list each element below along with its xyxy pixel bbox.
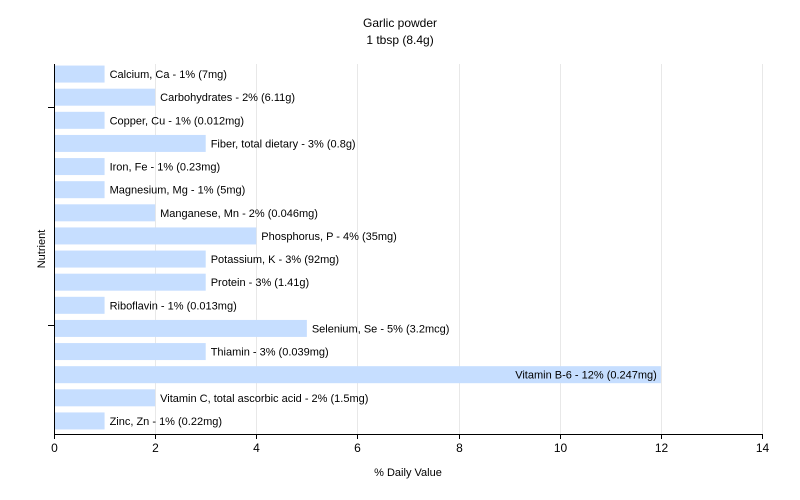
bar-label: Vitamin B-6 - 12% (0.247mg): [515, 370, 657, 382]
x-tick-label: 8: [456, 441, 463, 455]
bar-label: Manganese, Mn - 2% (0.046mg): [160, 208, 318, 220]
bar: [55, 412, 105, 430]
bar: [55, 134, 206, 152]
x-tick-label: 14: [756, 441, 770, 455]
bar-label: Magnesium, Mg - 1% (5mg): [110, 185, 246, 197]
bar: [55, 65, 105, 83]
bar: [55, 366, 661, 384]
bar-label: Zinc, Zn - 1% (0.22mg): [110, 416, 222, 428]
bar: [55, 273, 206, 291]
bar-label: Protein - 3% (1.41g): [211, 277, 309, 289]
bar-label: Selenium, Se - 5% (3.2mcg): [312, 323, 450, 335]
bar: [55, 181, 105, 199]
bar-label-layer: Calcium, Ca - 1% (7mg) Carbohydrates - 2%…: [110, 69, 657, 428]
bar: [55, 319, 307, 337]
grid-layer: [155, 64, 763, 434]
bar: [55, 158, 105, 176]
axis-layer: [48, 64, 763, 435]
chart-title: Garlic powder: [363, 16, 437, 30]
bar: [55, 227, 257, 245]
x-axis-label: % Daily Value: [374, 467, 442, 479]
bar-label: Fiber, total dietary - 3% (0.8g): [211, 138, 356, 150]
bar: [55, 88, 156, 106]
bar-label: Copper, Cu - 1% (0.012mg): [110, 115, 245, 127]
bar-label: Carbohydrates - 2% (6.11g): [160, 92, 295, 104]
bar-label: Vitamin C, total ascorbic acid - 2% (1.5…: [160, 393, 368, 405]
x-tick-label: 0: [51, 441, 58, 455]
bar: [55, 296, 105, 314]
bar: [55, 343, 206, 361]
bar: [55, 389, 156, 407]
bar-label: Iron, Fe - 1% (0.23mg): [110, 162, 221, 174]
bar: [55, 250, 206, 268]
bar-label: Phosphorus, P - 4% (35mg): [261, 231, 397, 243]
x-tick-label: 2: [152, 441, 159, 455]
bar: [55, 111, 105, 129]
x-tick-label: 6: [354, 441, 361, 455]
chart-subtitle: 1 tbsp (8.4g): [366, 33, 433, 47]
x-tick-layer: 0 2 4 6 8 10 12 14: [51, 434, 769, 455]
y-axis-label: Nutrient: [36, 230, 48, 269]
x-tick-label: 10: [554, 441, 568, 455]
bar-label: Potassium, K - 3% (92mg): [211, 254, 339, 266]
x-tick-label: 12: [655, 441, 669, 455]
bar-layer: [55, 65, 661, 430]
bar-label: Riboflavin - 1% (0.013mg): [110, 300, 237, 312]
bar-label: Thiamin - 3% (0.039mg): [211, 347, 329, 359]
bar: [55, 204, 156, 222]
x-tick-label: 4: [253, 441, 260, 455]
bar-label: Calcium, Ca - 1% (7mg): [110, 69, 227, 81]
